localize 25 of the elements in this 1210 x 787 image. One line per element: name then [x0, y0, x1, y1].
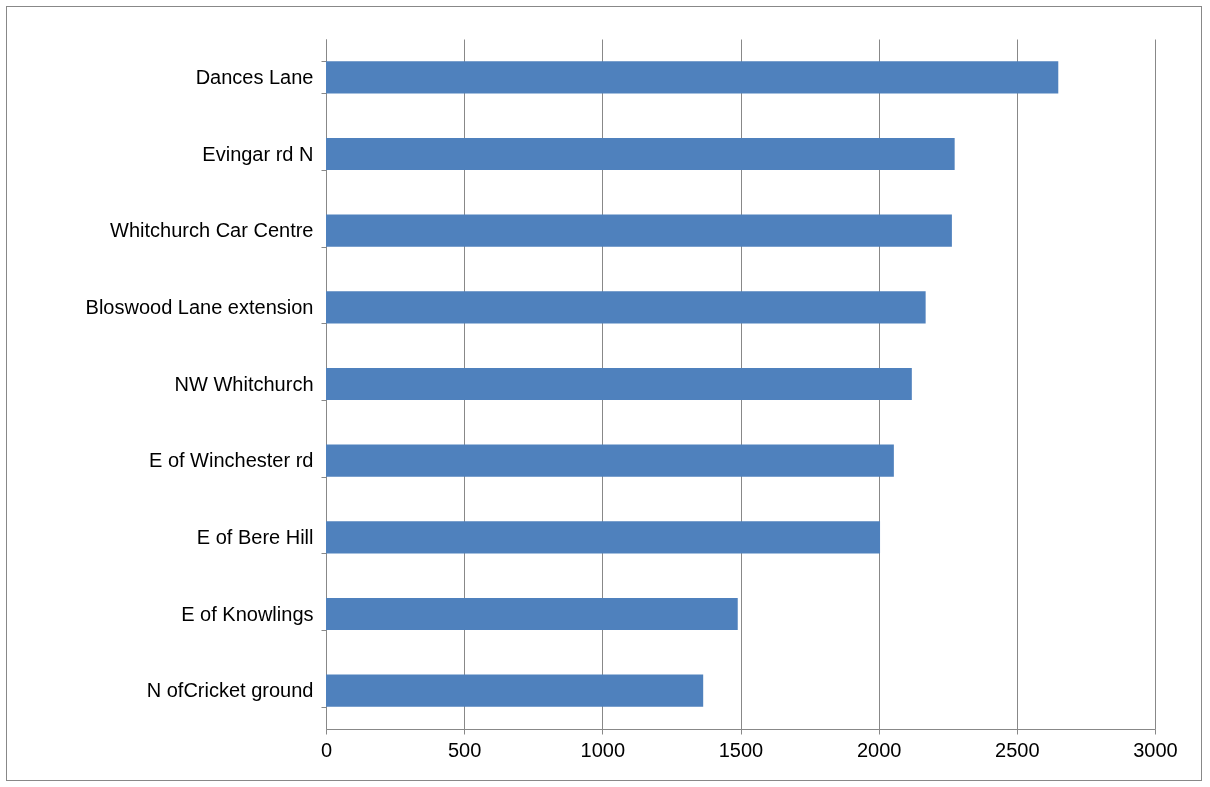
bar [326, 291, 926, 324]
y-tick-label: E of Winchester rd [148, 449, 314, 472]
bar [326, 597, 738, 631]
x-tick-label: 0 [320, 738, 333, 761]
y-tick-label: Bloswood Lane extension [85, 295, 314, 318]
x-tick-label: 1000 [580, 738, 626, 761]
bar [326, 137, 955, 171]
y-tick-label: E of Knowlings [181, 602, 314, 625]
bar [326, 61, 1059, 94]
x-tick-label: 500 [447, 738, 482, 761]
y-tick-label: E of Bere Hill [196, 525, 314, 548]
bar [326, 444, 894, 477]
y-tick-label: N ofCricket ground [146, 679, 314, 702]
x-tick-label: 1500 [718, 738, 764, 761]
y-tick-label: Evingar rd N [202, 142, 314, 165]
bar [326, 674, 704, 707]
bar [326, 521, 881, 554]
y-tick-label: Whitchurch Car Centre [110, 219, 314, 242]
x-tick-label: 2000 [856, 738, 902, 761]
x-tick-label: 3000 [1133, 738, 1178, 761]
bar [326, 367, 912, 401]
y-tick-label: NW Whitchurch [174, 372, 314, 395]
y-tick-label: Dances Lane [195, 65, 314, 88]
bar [326, 214, 952, 247]
x-tick-label: 2500 [995, 738, 1040, 761]
